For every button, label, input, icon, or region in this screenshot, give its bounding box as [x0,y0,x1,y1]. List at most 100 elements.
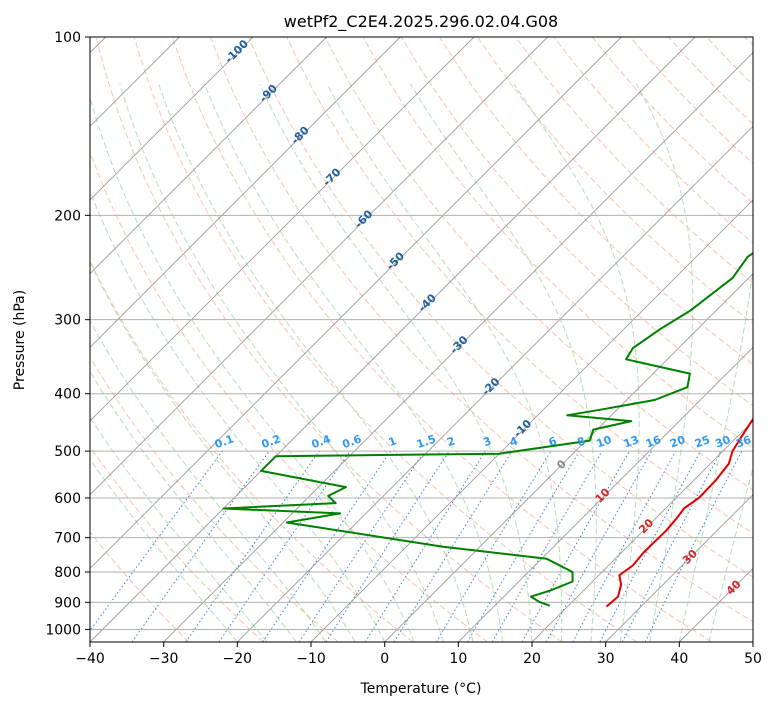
isotherm-line [90,37,401,348]
mixing-ratio-line [218,450,351,642]
x-axis-label: Temperature (°C) [360,681,482,697]
mixing-ratio-label: 0.1 [213,432,236,451]
mixing-ratio-line [521,450,630,642]
mixing-ratio-label: 0.2 [260,432,283,451]
dry-adiabat-line [133,37,638,642]
isotherm-line [90,37,696,642]
x-tick-label: 20 [523,651,541,667]
x-tick-label: 40 [670,651,688,667]
moist-adiabat-line [158,83,474,642]
background-lines [90,37,753,642]
dry-adiabat-line [171,37,712,642]
moist-adiabat-line [90,370,297,642]
mixing-ratio-line [262,450,392,642]
dewpoint-profile-line [222,251,753,607]
isotherm-line [384,273,753,642]
dry-adiabat-line [515,37,753,284]
moist-adiabat-line [708,466,753,642]
chart-title: wetPf2_C2E4.2025.296.02.04.G08 [284,12,558,32]
mixing-ratio-line [298,450,425,642]
mixing-ratio-label: 10 [595,433,614,451]
mixing-ratio-line [393,450,513,642]
profiles [222,251,753,608]
mixing-ratio-label: 8 [575,434,587,449]
mixing-ratio-line [90,450,223,632]
y-tick-label: 200 [54,208,81,224]
mixing-ratio-line [131,450,270,642]
isotherm-line [90,37,254,201]
dry-adiabat-line [210,37,753,623]
isotherm-line [237,125,753,642]
isotherm-line [605,494,753,642]
isotherm-line [90,37,475,422]
dry-adiabat-line [90,150,488,642]
moist-adiabat-line [90,260,356,642]
mixing-ratio-label: 13 [622,433,641,450]
moist-adiabat-line [204,83,503,642]
moist-adiabat-line [90,96,415,642]
mixing-ratio-label: 0.4 [310,432,333,451]
mixing-ratio-label: 36 [734,433,753,451]
isotherm-line [90,37,327,275]
moist-adiabat-line [409,83,597,642]
x-tick-label: −10 [296,651,326,667]
y-tick-label: 600 [54,491,81,507]
isotherm-line [163,52,753,642]
mixing-ratio-label: 25 [693,433,712,450]
x-tick-label: −40 [75,651,105,667]
mixing-ratio-label: 2 [445,434,457,449]
mixing-ratio-label: 20 [668,433,687,451]
x-tick-label: 30 [597,651,615,667]
isotherm-line [531,420,753,642]
mixing-ratio-line [325,450,450,642]
x-tick-label: 0 [380,651,389,667]
y-tick-label: 1000 [45,622,81,638]
grid [90,37,753,630]
y-axis-label: Pressure (hPa) [12,290,28,390]
moist-adiabat-line [678,83,753,642]
moist-adiabat-line [513,83,640,642]
x-tick-label: −20 [223,651,253,667]
mixing-ratio-label: 6 [547,434,559,449]
mixing-ratio-label: 16 [644,433,663,451]
mixing-ratio-label: 30 [713,433,732,451]
mixing-ratio-line [185,450,320,642]
axis-ticks: −40 −30 −20 −10 0 10 20 30 40 5010020030040050060… [45,30,762,667]
moist-adiabat-line [259,83,533,642]
y-tick-label: 100 [54,30,81,46]
y-tick-label: 900 [54,595,81,611]
dry-adiabat-line [95,37,563,642]
y-tick-label: 400 [54,387,81,403]
mixing-ratio-label: 4 [508,434,520,449]
dry-adiabat-line [90,445,264,642]
moist-adiabat-line [326,83,563,642]
y-tick-label: 800 [54,565,81,581]
plot-frame [89,36,754,643]
moist-adiabat-line [635,83,694,642]
mixing-ratio-label: 3 [481,434,493,449]
moist-adiabat-line [90,319,327,642]
temperature-profile-line [605,417,753,608]
x-tick-label: 10 [449,651,467,667]
y-tick-label: 700 [54,531,81,547]
mixing-ratio-label: 0.6 [341,432,364,451]
dry-adiabat-line [248,37,753,578]
mixing-ratio-line [644,450,743,642]
mixing-ratio-line [545,450,653,642]
isotherm-line [458,346,753,642]
dry-adiabat-line [438,37,753,366]
dry-adiabat-line [90,531,190,642]
isotherm-line [90,37,622,569]
y-tick-label: 300 [54,313,81,329]
x-tick-label: −30 [149,651,179,667]
moist-adiabat-line [90,189,386,642]
mixing-ratio-label: 1.5 [415,432,438,451]
x-tick-label: 50 [744,651,762,667]
dry-adiabat-line [90,356,339,642]
dry-adiabat-line [400,37,753,407]
mixing-ratio-label: 1 [387,434,399,449]
isotherm-line [90,37,548,496]
y-tick-label: 500 [54,444,81,460]
